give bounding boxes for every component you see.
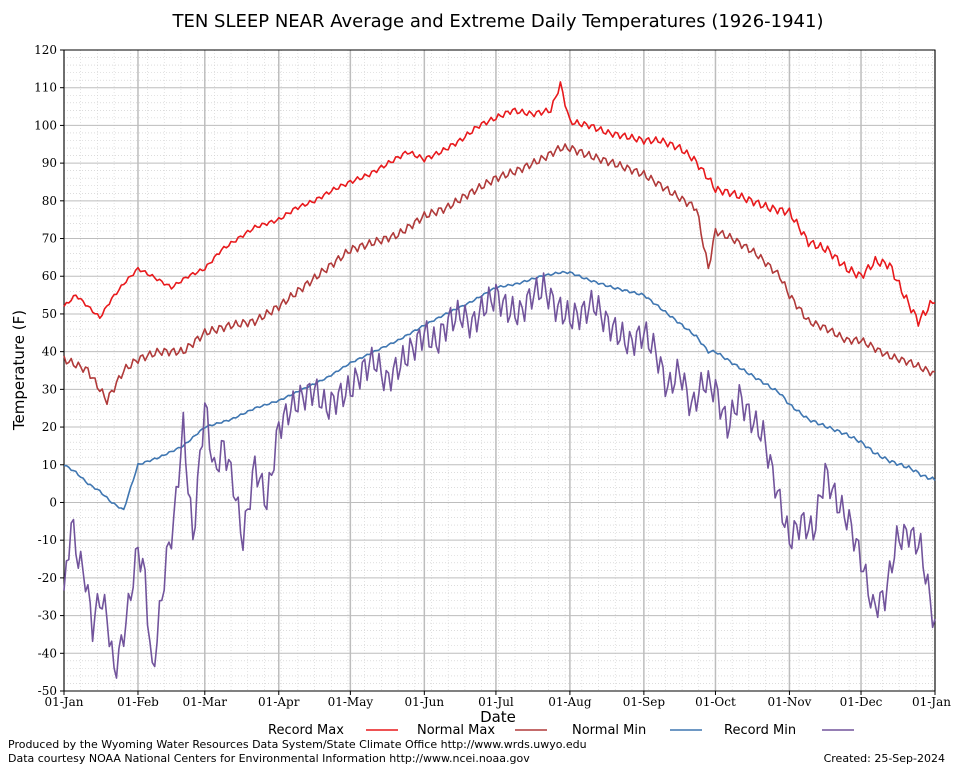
x-axis-label: Date — [480, 708, 516, 726]
y-axis-ticks: -50 -40 -30 -20 -10 0 10 20 30 40 50 60 70 80 90 100 110… — [34, 43, 64, 698]
footer-credit-line1: Produced by the Wyoming Water Resources … — [8, 738, 587, 751]
y-tick-label: 70 — [42, 232, 57, 246]
y-tick-label: -50 — [38, 684, 57, 698]
plot-frame — [63, 49, 936, 692]
y-tick-label: 50 — [42, 307, 57, 321]
series-layer — [63, 81, 936, 679]
y-tick-label: 30 — [42, 382, 57, 396]
series-line-normal-min — [63, 270, 936, 511]
x-tick-label: 01-Jun — [405, 695, 445, 709]
chart-title: TEN SLEEP NEAR Average and Extreme Daily… — [172, 11, 824, 32]
y-tick-label: 120 — [34, 43, 57, 57]
legend-label-record-max: Record Max — [268, 723, 344, 738]
y-tick-label: 20 — [42, 420, 57, 434]
series-line-record-max — [63, 81, 936, 327]
x-tick-label: 01-Dec — [840, 695, 883, 709]
legend-label-normal-min: Normal Min — [572, 723, 646, 738]
series-line-record-min — [63, 272, 936, 679]
x-tick-label: 01-Jan — [912, 695, 951, 709]
y-tick-label: 110 — [34, 81, 57, 95]
y-tick-label: -20 — [38, 571, 57, 585]
legend: Record Max Normal Max Normal Min Record Min — [268, 723, 854, 738]
x-tick-label: 01-Jul — [478, 695, 514, 709]
x-axis-ticks: 01-Jan 01-Feb 01-Mar 01-Apr 01-May 01-Jun 01-J… — [44, 691, 951, 709]
y-tick-label: 40 — [42, 345, 57, 359]
legend-label-record-min: Record Min — [724, 723, 796, 738]
x-tick-label: 01-Aug — [548, 695, 592, 709]
major-grid — [63, 49, 936, 692]
x-tick-label: 01-Apr — [258, 695, 300, 709]
y-tick-label: 80 — [42, 194, 57, 208]
y-tick-label: -30 — [38, 609, 57, 623]
x-tick-label: 01-Nov — [768, 695, 812, 709]
x-tick-label: 01-Sep — [623, 695, 666, 709]
y-tick-label: -10 — [38, 533, 57, 547]
y-tick-label: 100 — [34, 118, 57, 132]
legend-label-normal-max: Normal Max — [417, 723, 495, 738]
y-tick-label: 0 — [49, 495, 57, 509]
y-tick-label: 10 — [42, 458, 57, 472]
y-axis-label: Temperature (F) — [10, 310, 28, 431]
x-tick-label: 01-Mar — [183, 695, 228, 709]
footer-credit-line2: Data courtesy NOAA National Centers for … — [8, 752, 530, 765]
footer-created-date: Created: 25-Sep-2024 — [824, 752, 945, 765]
x-tick-label: 01-Oct — [695, 695, 736, 709]
y-tick-label: 90 — [42, 156, 57, 170]
y-tick-label: -40 — [38, 646, 57, 660]
x-tick-label: 01-May — [328, 695, 374, 709]
x-tick-label: 01-Feb — [117, 695, 159, 709]
series-line-normal-max — [63, 143, 936, 406]
y-tick-label: 60 — [42, 269, 57, 283]
x-tick-label: 01-Jan — [44, 695, 83, 709]
